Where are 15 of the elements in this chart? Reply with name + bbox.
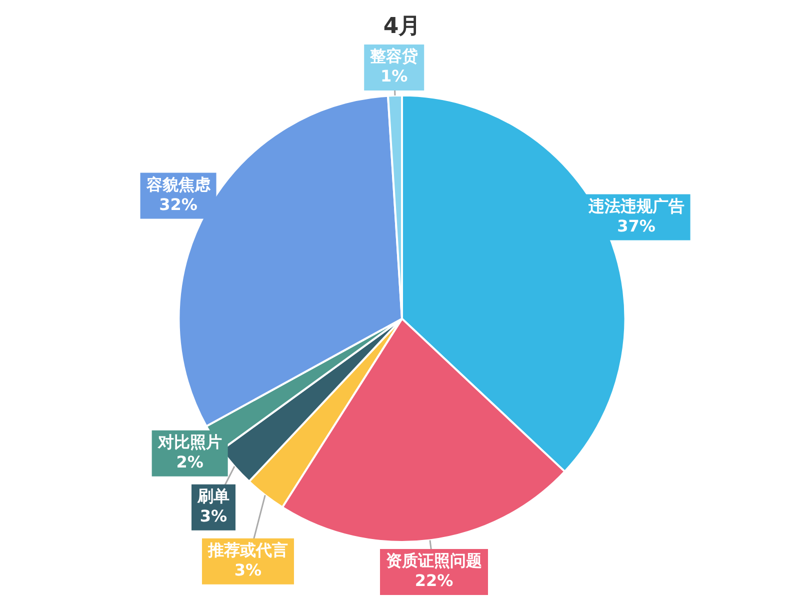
slice-label: 推荐或代言 xyxy=(206,540,288,560)
data-label: 37% xyxy=(617,216,656,236)
slice-label: 容貌焦虑 xyxy=(145,174,212,194)
slice-label: 对比照片 xyxy=(156,432,222,452)
data-label: 22% xyxy=(414,571,454,590)
slice-label: 刷单 xyxy=(196,486,230,506)
chart-title: 4月 xyxy=(383,14,421,39)
data-label: 3% xyxy=(234,560,262,580)
data-label: 1% xyxy=(380,66,408,86)
slice-label: 整容贷 xyxy=(369,46,418,66)
data-label: 2% xyxy=(176,452,204,472)
data-label: 32% xyxy=(159,194,198,214)
data-label: 3% xyxy=(200,506,228,526)
slice-label: 违法违规广告 xyxy=(587,196,684,216)
slice-label: 资质证照问题 xyxy=(386,551,482,570)
